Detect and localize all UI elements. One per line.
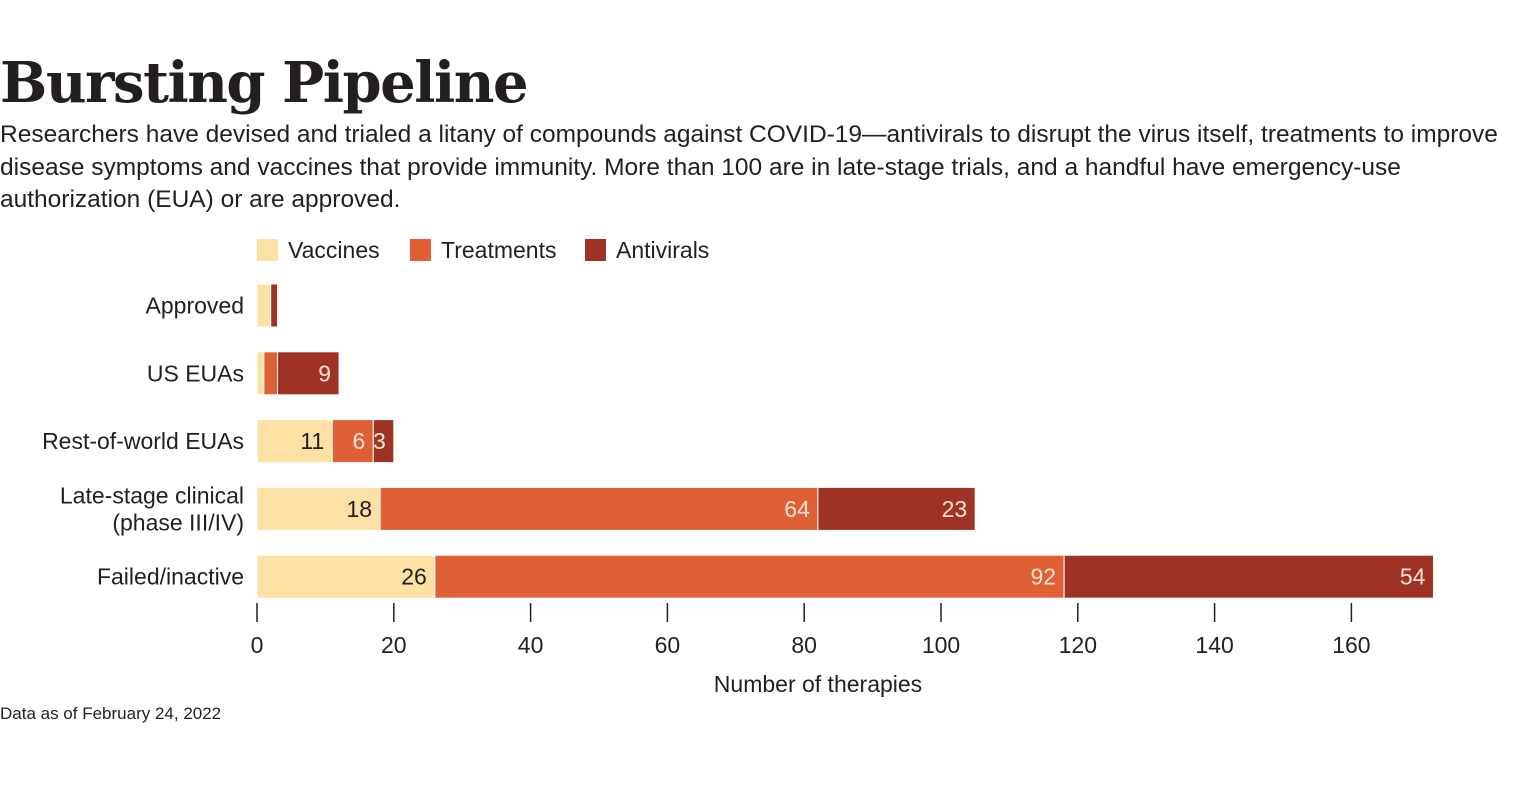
bar-treatments-rest-of-world-euas [331,419,374,464]
x-tick-label-60: 60 [655,632,681,658]
bar-treatments-us-euas [263,351,279,396]
data-label-vaccines-failed-inactive: 26 [401,564,427,590]
x-tick-label-160: 160 [1332,632,1370,658]
data-label-antivirals-rest-of-world-euas: 3 [373,428,386,454]
data-label-vaccines-late-stage-clinical-phase-iii-iv: 18 [347,496,373,522]
data-date-note: Data as of February 24, 2022 [0,704,222,723]
category-label-us-euas: US EUAs [147,360,244,386]
x-axis: 0 20 40 60 80 100 120 140 160 [251,603,1371,658]
category-label-late-stage-clinical-phase-iii-iv: Late-stage clinical (phase III/IV) [60,482,244,535]
x-axis-label: Number of therapies [714,671,922,697]
bar-vaccines-late-stage-clinical-phase-iii-iv [256,486,381,531]
legend-label-vaccines: Vaccines [288,237,380,263]
bar-treatments-failed-inactive [434,554,1065,599]
x-tick-label-40: 40 [518,632,544,658]
bars: 9 11 6 3 18 64 23 26 92 54 [256,283,1434,599]
bar-antivirals-us-euas [277,351,340,396]
chart-title: Bursting Pipeline [0,50,529,116]
category-label-failed-inactive: Failed/inactive [97,564,244,590]
bar-vaccines-approved [256,283,272,328]
category-labels: Approved US EUAs Rest-of-world EUAs Late-st… [42,293,244,590]
legend-swatch-vaccines [257,239,278,261]
chart-subtitle: Researchers have devised and trialed a l… [0,121,1498,213]
stacked-bar-chart: Vaccines Treatments Antivirals Approved US … [42,237,1434,697]
data-label-treatments-rest-of-world-euas: 6 [352,428,365,454]
x-tick-label-0: 0 [251,632,264,658]
bar-vaccines-rest-of-world-euas [256,419,333,464]
x-tick-label-140: 140 [1195,632,1233,658]
bar-antivirals-rest-of-world-euas [372,419,395,464]
bar-antivirals-late-stage-clinical-phase-iii-iv [817,486,976,531]
legend-swatch-antivirals [585,239,606,261]
bar-vaccines-failed-inactive [256,554,436,599]
data-label-antivirals-failed-inactive: 54 [1400,564,1426,590]
data-label-treatments-failed-inactive: 92 [1031,564,1057,590]
x-tick-label-120: 120 [1059,632,1097,658]
bar-vaccines-us-euas [256,351,265,396]
x-tick-label-80: 80 [791,632,817,658]
legend-label-treatments: Treatments [441,237,556,263]
data-label-antivirals-us-euas: 9 [318,360,331,386]
legend-swatch-treatments [410,239,431,261]
category-label-approved: Approved [146,293,244,319]
bar-antivirals-failed-inactive [1063,554,1434,599]
category-label-rest-of-world-euas: Rest-of-world EUAs [42,428,244,454]
legend-label-antivirals: Antivirals [616,237,709,263]
bar-antivirals-approved [270,283,279,328]
x-tick-label-100: 100 [922,632,960,658]
data-label-antivirals-late-stage-clinical-phase-iii-iv: 23 [942,496,968,522]
data-label-vaccines-rest-of-world-euas: 11 [300,428,324,454]
data-label-treatments-late-stage-clinical-phase-iii-iv: 64 [784,496,810,522]
chart-legend: Vaccines Treatments Antivirals [257,237,709,263]
x-tick-label-20: 20 [381,632,407,658]
bar-treatments-late-stage-clinical-phase-iii-iv [379,486,819,531]
